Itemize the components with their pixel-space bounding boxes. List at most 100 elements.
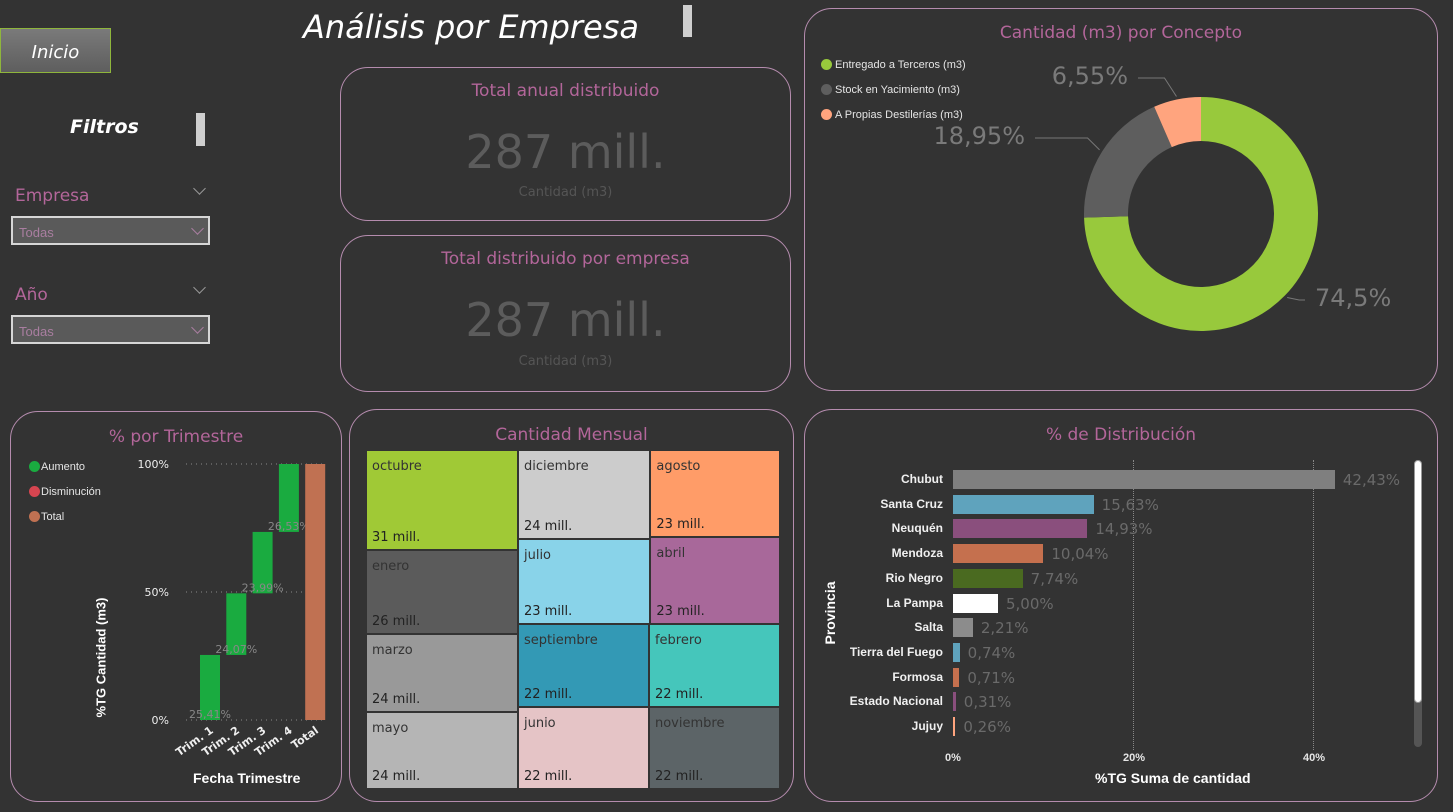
donut-data-label: 6,55% (1052, 62, 1128, 90)
distribution-bar (953, 470, 1335, 489)
province-label: Jujuy (911, 719, 943, 733)
distribucion-chart: 0% 20% 40% Chubut 42,43% Santa Cruz 15,63% Neuq… (805, 410, 1439, 803)
distribution-bar (953, 692, 956, 712)
empresa-dropdown[interactable]: Todas (11, 216, 210, 245)
legend-item: Aumento (29, 461, 86, 473)
treemap-cell-name: abril (656, 546, 686, 562)
legend-marker (29, 511, 40, 522)
donut-chart: 74,5% 18,95% 6,55% (933, 62, 1391, 331)
legend-item: Entregado a Terceros (m3) (821, 59, 966, 71)
inicio-button[interactable]: Inicio (0, 28, 111, 73)
gridline (1133, 460, 1134, 750)
chevron-down-icon (191, 321, 204, 334)
distribution-data-label: 10,04% (1051, 545, 1109, 564)
trimestre-chart: 0%50%100%25,41%Trim. 124,07%Trim. 223,99… (138, 458, 326, 759)
province-label: Santa Cruz (880, 496, 943, 511)
treemap-cell-name: julio (523, 547, 552, 563)
treemap-cell-name: noviembre (654, 715, 725, 731)
waterfall-bar (305, 464, 326, 720)
donut-slice (1154, 97, 1201, 148)
treemap-cell-value: 22 mill. (523, 768, 573, 784)
anio-dropdown[interactable]: Todas (11, 315, 210, 344)
waterfall-data-label: 23,99% (242, 581, 284, 594)
treemap-cell: junio 22 mill. (517, 706, 649, 789)
inicio-button-label: Inicio (31, 42, 80, 63)
treemap-cell: febrero 22 mill. (648, 624, 780, 707)
province-label: Chubut (901, 472, 943, 486)
x-tick-label: 0% (945, 752, 961, 764)
anio-collapse-icon[interactable] (193, 281, 206, 294)
filters-heading: Filtros (70, 116, 139, 138)
legend-marker (29, 486, 40, 497)
treemap-cell-value: 24 mill. (523, 518, 573, 534)
empresa-filter-label: Empresa (15, 186, 90, 206)
treemap-cell-value: 22 mill. (654, 768, 704, 784)
mensual-title: Cantidad Mensual (495, 425, 648, 445)
treemap-cell-name: septiembre (523, 633, 598, 649)
treemap-cell-value: 23 mill. (523, 604, 573, 620)
mensual-panel: Cantidad Mensual octubre 31 mill. enero 26 … (349, 409, 794, 802)
page-title: Análisis por Empresa (303, 8, 640, 46)
distribution-data-label: 7,74% (1030, 569, 1079, 588)
distribution-data-label: 42,43% (1342, 471, 1401, 489)
treemap-cell-value: 23 mill. (656, 517, 705, 533)
distribution-data-label: 14,93% (1095, 520, 1153, 539)
waterfall-data-label: 25,41% (189, 708, 231, 721)
legend-label: Aumento (41, 461, 86, 473)
legend-marker (821, 109, 832, 120)
trimestre-title: % por Trimestre (108, 427, 244, 447)
legend-item: A Propias Destilerías (m3) (821, 109, 963, 121)
donut-data-label: 18,95% (933, 122, 1025, 150)
legend-label: Total (41, 511, 65, 523)
empresa-collapse-icon[interactable] (193, 182, 206, 195)
distribution-data-label: 2,21% (980, 619, 1029, 638)
legend-label: Disminución (41, 486, 101, 498)
treemap-chart: octubre 31 mill. enero 26 mill. marzo 24 mill… (366, 450, 780, 789)
anio-dropdown-value: Todas (19, 324, 54, 339)
distribucion-title: % de Distribución (1045, 425, 1197, 445)
empresa-dropdown-value: Todas (19, 225, 54, 240)
distribution-data-label: 0,26% (963, 718, 1011, 736)
y-tick-label: 100% (138, 458, 169, 471)
distribucion-x-label: %TG Suma de cantidad (1095, 770, 1251, 786)
province-label: Rio Negro (885, 570, 943, 585)
donut-panel: Cantidad (m3) por Concepto Entregado a T… (804, 8, 1438, 391)
treemap-cell-value: 24 mill. (372, 768, 421, 784)
treemap-cell-name: marzo (372, 643, 413, 659)
treemap-cell-value: 22 mill. (523, 686, 573, 702)
treemap-cell: septiembre 22 mill. (517, 624, 649, 707)
x-tick-label: Total (289, 724, 321, 752)
donut-title: Cantidad (m3) por Concepto (999, 23, 1243, 43)
distribution-data-label: 5,00% (1006, 594, 1054, 613)
treemap-cell-name: agosto (656, 459, 701, 474)
trimestre-panel: % por Trimestre Aumento Disminución Total … (10, 411, 342, 802)
treemap-cell: agosto 23 mill. (650, 450, 780, 538)
province-label: Neuquén (891, 521, 943, 536)
gridline (1313, 460, 1314, 750)
legend-label: Stock en Yacimiento (m3) (835, 84, 960, 96)
treemap-cell-name: febrero (654, 633, 702, 649)
waterfall-bar (252, 531, 273, 594)
treemap-cell-value: 31 mill. (372, 530, 421, 546)
treemap-cell: noviembre 22 mill. (648, 706, 780, 789)
treemap-cell-name: enero (372, 559, 410, 575)
donut-slice (1084, 97, 1318, 331)
total-empresa-subtitle: Cantidad (m3) (518, 354, 613, 369)
total-anual-subtitle: Cantidad (m3) (518, 185, 613, 200)
treemap-cell-value: 26 mill. (372, 614, 421, 630)
treemap-cell-name: mayo (372, 720, 409, 736)
distribution-bar (953, 593, 998, 613)
treemap-cell-value: 24 mill. (372, 691, 421, 707)
y-tick-label: 50% (145, 586, 169, 599)
total-empresa-card: Total distribuido por empresa 287 mill. … (340, 235, 791, 392)
scrollbar[interactable] (1414, 460, 1422, 747)
total-anual-title: Total anual distribuido (471, 81, 660, 101)
legend-item: Stock en Yacimiento (m3) (821, 84, 960, 96)
distribution-data-label: 0,71% (967, 668, 1016, 687)
scrollbar-thumb[interactable] (1414, 460, 1422, 703)
province-label: La Pampa (886, 595, 943, 610)
distribution-bar (953, 642, 960, 662)
distribution-bar (953, 667, 960, 687)
distribution-bar (953, 717, 956, 736)
x-tick-label: 40% (1303, 752, 1326, 764)
